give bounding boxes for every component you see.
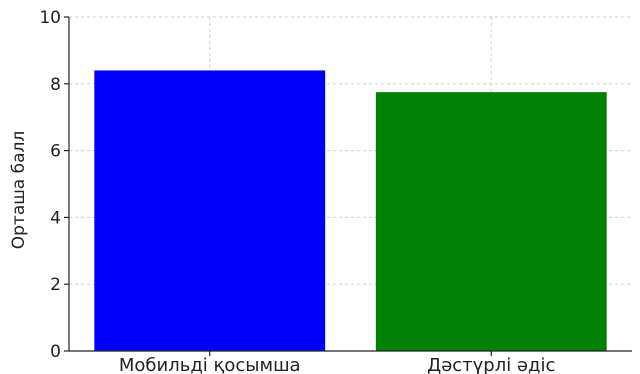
y-tick-label-1: 2 [50, 275, 61, 295]
axes [68, 17, 632, 352]
x-category-label-1: Дәстүрлі әдіс [427, 355, 555, 374]
bar-0 [94, 70, 326, 351]
y-tick-label-2: 4 [50, 208, 61, 228]
x-category-labels: Мобильді қосымша Дәстүрлі әдіс [119, 351, 555, 374]
y-tick-label-0: 0 [50, 342, 61, 362]
y-tick-label-3: 6 [50, 142, 61, 162]
y-tick-label-5: 10 [39, 8, 61, 28]
bars [94, 70, 607, 352]
x-category-label-0: Мобильді қосымша [119, 355, 301, 374]
bar-1 [375, 92, 607, 352]
y-axis-title: Орташа балл [9, 131, 29, 250]
y-ticks: 0 2 4 6 8 10 [39, 8, 69, 362]
y-tick-label-4: 8 [50, 75, 61, 95]
